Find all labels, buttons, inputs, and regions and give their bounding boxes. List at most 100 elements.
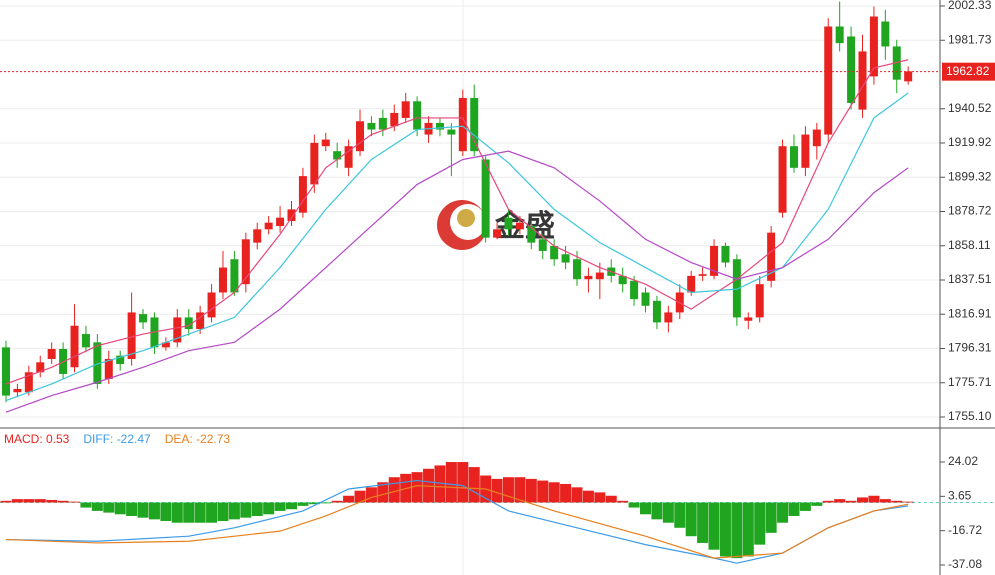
y-tick-label: 1816.91 <box>948 306 992 320</box>
macd-bar <box>80 502 92 508</box>
candle-body <box>458 97 467 152</box>
y-tick-label: 1796.31 <box>948 341 992 355</box>
macd-bar <box>799 502 811 511</box>
candle-body <box>413 101 422 130</box>
macd-bar <box>857 497 868 503</box>
candle-body <box>81 334 90 348</box>
macd-bar <box>343 495 355 503</box>
macd-bar <box>834 499 846 503</box>
candle-body <box>789 146 798 168</box>
candle-body <box>207 292 216 318</box>
macd-bar <box>754 502 766 545</box>
macd-legend-label: DEA: -22.73 <box>165 432 231 446</box>
macd-bar <box>697 502 709 543</box>
candle-body <box>573 259 581 280</box>
candle-body <box>778 146 787 213</box>
candle-body <box>104 358 113 379</box>
candle-body <box>196 312 205 330</box>
macd-bar <box>365 487 377 503</box>
candle-body <box>847 36 856 103</box>
macd-bar <box>605 495 617 503</box>
candle-body <box>13 388 22 393</box>
macd-bar <box>206 502 218 523</box>
macd-bar <box>217 502 229 522</box>
candle-body <box>664 312 673 323</box>
candle-body <box>801 134 810 168</box>
macd-bar <box>537 480 549 503</box>
candle-body <box>652 300 661 323</box>
macd-bar <box>240 502 252 518</box>
candle-body <box>869 16 878 77</box>
macd-bar <box>777 502 789 523</box>
macd-bar <box>617 500 629 503</box>
y-tick-label: 24.02 <box>948 454 978 468</box>
candle-body <box>767 232 776 281</box>
macd-bar <box>719 502 731 557</box>
candle-body <box>93 342 102 384</box>
macd-bar <box>0 500 12 503</box>
candle-body <box>2 347 10 396</box>
macd-bar <box>502 477 514 503</box>
candle-body <box>298 176 307 213</box>
macd-bar <box>822 500 834 503</box>
candle-body <box>630 280 639 300</box>
candle-body <box>36 362 45 373</box>
macd-bar <box>137 502 149 518</box>
macd-bar <box>902 501 914 503</box>
candle-body <box>184 317 193 330</box>
candle-body <box>744 317 753 321</box>
candle-body <box>447 129 456 135</box>
candle-body <box>390 112 399 127</box>
macd-bar <box>114 502 126 515</box>
macd-bar <box>742 502 754 557</box>
moving-average-line <box>5 150 909 413</box>
macd-bar <box>662 502 674 523</box>
macd-bar <box>845 500 857 503</box>
y-tick-label: 2002.33 <box>948 0 992 12</box>
last-price-box <box>942 62 995 81</box>
macd-bar <box>640 502 652 515</box>
candle-body <box>812 129 821 147</box>
macd-bar <box>377 482 389 503</box>
macd-bar <box>868 495 880 503</box>
candle-body <box>618 275 627 285</box>
macd-legend-label: MACD: 0.53 <box>4 432 70 446</box>
macd-bar <box>594 492 606 503</box>
candle-body <box>310 142 319 185</box>
macd-bar <box>788 502 800 516</box>
candle-body <box>378 117 387 130</box>
candle-body <box>858 51 867 110</box>
y-tick-label: -16.72 <box>948 523 982 537</box>
candle-body <box>230 259 239 293</box>
macd-bar <box>126 502 138 516</box>
candle-body <box>139 314 148 323</box>
macd-bar <box>171 502 183 523</box>
y-tick-label: 1755.10 <box>948 409 992 423</box>
y-tick-label: 1878.72 <box>948 204 992 218</box>
macd-bar <box>228 502 240 520</box>
macd-bar <box>879 499 891 503</box>
y-tick-label: 1858.11 <box>948 238 991 252</box>
candle-body <box>538 239 547 251</box>
candle-body <box>287 209 296 222</box>
macd-bar <box>46 499 58 503</box>
macd-bar <box>354 490 366 503</box>
macd-bar <box>11 499 23 503</box>
moving-average-line <box>5 92 909 402</box>
watermark-text: 金盛 <box>494 209 555 243</box>
candle-body <box>241 239 250 285</box>
candle-body <box>698 274 707 276</box>
y-tick-label: -37.08 <box>948 557 982 571</box>
macd-bar <box>525 478 537 503</box>
candle-body <box>710 245 719 276</box>
candle-body <box>356 121 365 152</box>
candle-body <box>584 275 593 280</box>
macd-bar <box>457 462 469 503</box>
macd-line <box>5 485 909 559</box>
candle-body <box>116 355 125 364</box>
macd-bar <box>274 502 286 511</box>
candle-body <box>550 245 559 260</box>
candle-body <box>470 97 479 152</box>
macd-bar <box>582 490 594 503</box>
